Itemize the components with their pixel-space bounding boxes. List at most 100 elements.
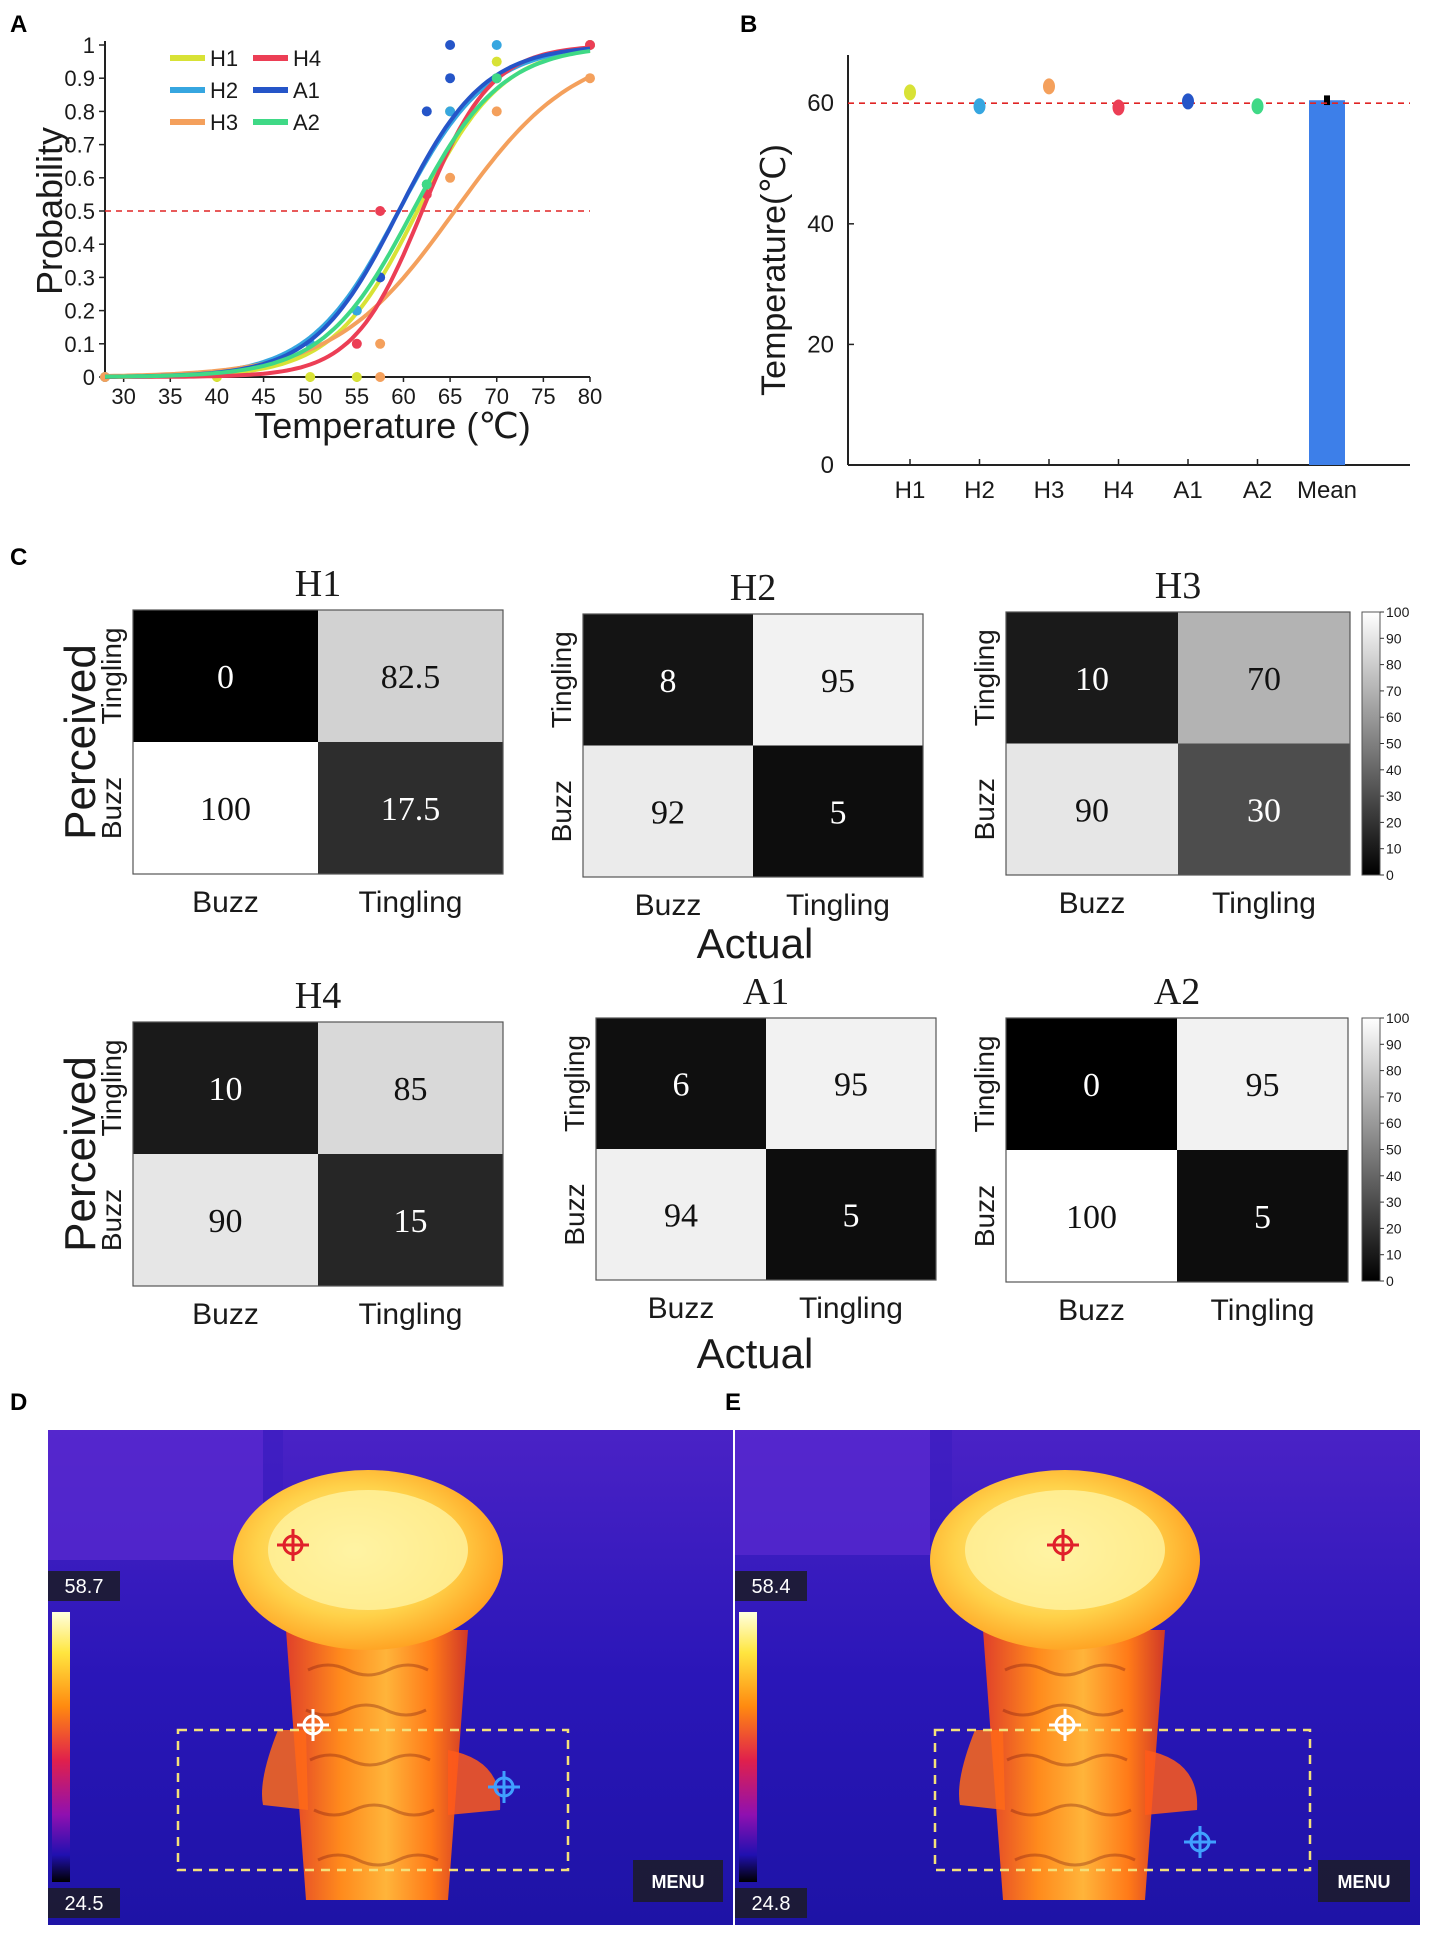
- c-x-axis-label: Actual: [697, 920, 814, 967]
- c-cell-value: 95: [1246, 1067, 1280, 1104]
- max-temp-box: [48, 1571, 120, 1601]
- c-colorbar-tick-label: 60: [1386, 1115, 1402, 1131]
- a-legend-label-a1: A1: [293, 78, 320, 103]
- roi-box: [176, 1728, 570, 1872]
- a-y-tick-label: 0.9: [64, 66, 95, 91]
- c-matrix-h2: H2 8 95 92 5 Tingling Buzz Buzz Tingling: [546, 567, 924, 922]
- thermal-image-e: 58.4 24.8 MENU: [735, 1430, 1420, 1925]
- a-y-axis-label: Probability: [29, 127, 70, 295]
- b-x-tick-label: H2: [964, 477, 995, 504]
- a-y-tick-label: 0.8: [64, 99, 95, 124]
- a-point-a2: [421, 179, 432, 190]
- a-y-tick-label: 0.3: [64, 265, 95, 290]
- a-point-h4: [375, 206, 386, 216]
- b-y-tick-label: 40: [807, 211, 834, 238]
- cold-marker: [1184, 1826, 1216, 1858]
- max-temp-value: 58.4: [752, 1576, 791, 1598]
- c-cell: [753, 745, 923, 877]
- a-series-line-a2: [104, 49, 591, 379]
- c-cell-value: 95: [821, 663, 855, 700]
- menu-label: MENU: [652, 1872, 705, 1892]
- cup-lid-center: [965, 1490, 1165, 1610]
- b-x-tick-label: Mean: [1297, 477, 1357, 504]
- panel-label-e: E: [725, 1389, 741, 1416]
- c-colorbar-tick-label: 50: [1386, 736, 1402, 752]
- c-cell: [318, 610, 503, 742]
- c-colorbar-tick-label: 60: [1386, 709, 1402, 725]
- a-x-axis-label: Temperature (℃): [254, 405, 531, 446]
- c-cell: [133, 1154, 318, 1286]
- b-x-tick-label: A2: [1243, 477, 1272, 504]
- cup-handle-left: [262, 1730, 308, 1810]
- b-y-axis-label: Temperature(℃): [755, 144, 793, 396]
- c-cell-value: 95: [834, 1067, 868, 1104]
- c-colorbar-tick-label: 90: [1386, 630, 1402, 646]
- a-x-tick-label: 30: [111, 384, 135, 409]
- menu-box[interactable]: [633, 1860, 723, 1902]
- c-cell-value: 5: [1254, 1199, 1271, 1236]
- c-row-label: Buzz: [969, 778, 1000, 840]
- c-row-label: Tingling: [96, 1039, 127, 1136]
- c-row-label: Tingling: [546, 631, 577, 728]
- c-cell-value: 90: [1075, 792, 1109, 829]
- c-colorbar-tick-label: 30: [1386, 788, 1402, 804]
- c-cell-value: 100: [1066, 1199, 1117, 1236]
- a-y-tick-label: 0.5: [64, 199, 95, 224]
- c-col-label: Buzz: [192, 886, 259, 919]
- c-colorbar-tick-label: 10: [1386, 1247, 1402, 1263]
- b-x-tick-label: A1: [1173, 477, 1202, 504]
- c-matrix-a1: A1 6 95 94 5 Tingling Buzz Buzz Tingling: [559, 971, 937, 1325]
- c-col-label: Buzz: [648, 1292, 715, 1325]
- c-cell-value: 70: [1247, 661, 1281, 698]
- c-colorbar-tick-label: 10: [1386, 841, 1402, 857]
- center-marker: [1049, 1709, 1081, 1741]
- b-x-tick-label: H3: [1034, 477, 1065, 504]
- c-matrix-h4: H4 10 85 90 15 Tingling Buzz Buzz Tingling: [96, 975, 504, 1331]
- c-row-label: Buzz: [96, 777, 127, 839]
- min-temp-box: [735, 1888, 807, 1918]
- hot-marker: [1047, 1529, 1079, 1561]
- c-cell: [583, 614, 753, 746]
- c-cell-value: 82.5: [381, 659, 441, 696]
- c-colorbar-tick-label: 80: [1386, 657, 1402, 673]
- cup-handle-left: [959, 1730, 1005, 1810]
- c-cell: [133, 1022, 318, 1154]
- c-cell-value: 94: [664, 1198, 698, 1235]
- c-cell: [596, 1018, 766, 1149]
- c-colorbar-tick-label: 0: [1386, 867, 1394, 883]
- roi-box: [933, 1728, 1312, 1872]
- c-cell: [1178, 612, 1350, 744]
- c-matrix-title: H4: [295, 975, 341, 1017]
- c-colorbar-tick-label: 90: [1386, 1036, 1402, 1052]
- min-temp-value: 24.8: [752, 1893, 791, 1915]
- a-point-a1: [445, 73, 456, 84]
- c-matrix-border: [132, 1021, 504, 1287]
- menu-box[interactable]: [1318, 1860, 1410, 1902]
- c-col-label: Tingling: [1211, 1294, 1315, 1327]
- max-temp-box: [735, 1571, 807, 1601]
- c-cell: [753, 614, 923, 746]
- c-y-axis-label: Perceived: [56, 1056, 105, 1252]
- c-matrix-border: [1005, 611, 1351, 876]
- a-x-tick-label: 35: [158, 384, 182, 409]
- a-legend-label-h3: H3: [210, 110, 238, 135]
- c-colorbar-tick-label: 20: [1386, 1220, 1402, 1236]
- a-legend-label-h1: H1: [210, 46, 238, 71]
- c-colorbar-tick-label: 40: [1386, 762, 1402, 778]
- c-row-label: Buzz: [96, 1189, 127, 1251]
- c-colorbar-tick-label: 40: [1386, 1168, 1402, 1184]
- c-cell-value: 100: [200, 791, 251, 828]
- c-cell-value: 10: [1075, 661, 1109, 698]
- b-x-tick-label: H1: [895, 477, 926, 504]
- a-x-tick-label: 50: [298, 384, 322, 409]
- c-row-label: Buzz: [969, 1185, 1000, 1247]
- a-point-h3: [491, 106, 502, 117]
- c-x-axis-label: Actual: [697, 1330, 814, 1377]
- b-y-tick-label: 20: [807, 331, 834, 358]
- b-point-a1: [1182, 93, 1194, 110]
- a-x-tick-label: 80: [578, 384, 602, 409]
- b-point-h1: [904, 84, 916, 101]
- panel-label-d: D: [10, 1389, 27, 1416]
- c-matrix-border: [595, 1017, 937, 1281]
